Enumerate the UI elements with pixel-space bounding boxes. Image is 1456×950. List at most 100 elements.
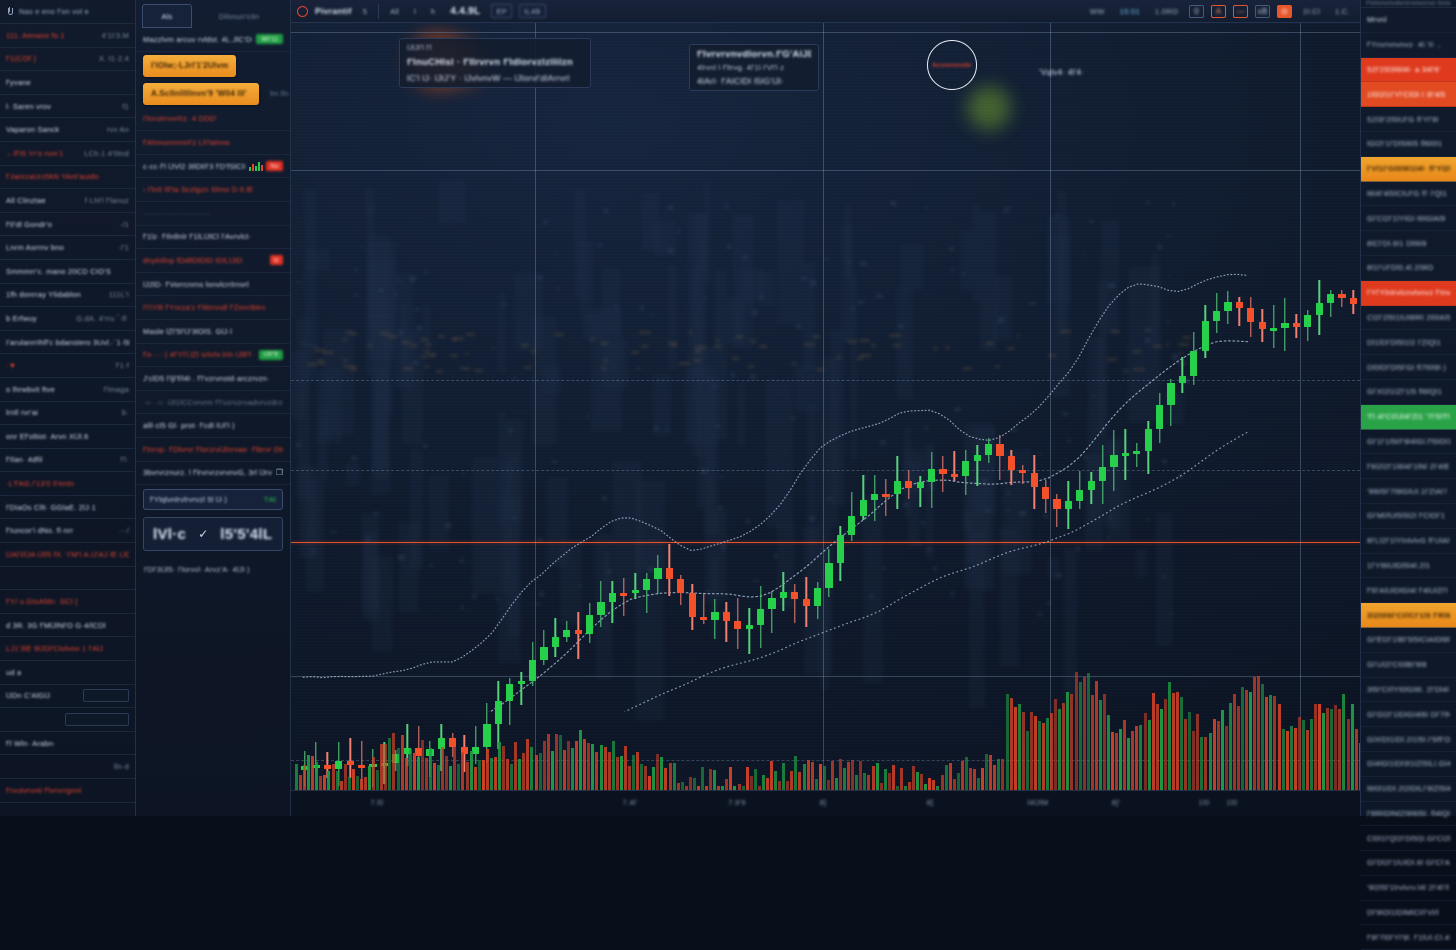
watchlist-row[interactable]: f'yvane [0, 71, 135, 95]
price-ladder-row[interactable]: 1l0l2l1l'Yl'ClOl·l 3l'4l5 [1361, 82, 1456, 108]
watchlist-row-input[interactable] [65, 713, 129, 727]
order-panel-row[interactable]: lJ2lD· f'Vorrcnrns lonvlcrrlrnvrl [136, 273, 290, 297]
price-ladder-row[interactable]: '9l2l5l'1lrvlvrv.l4l 2l'4l'/l· [1361, 876, 1456, 901]
price-ladder-row[interactable]: Gl'El2l'1lBl'5l5lClAlOl8l'4l l [1361, 628, 1456, 653]
watchlist-row[interactable]: f'Ilan· 4dfil f'l· [0, 449, 135, 473]
watchlist-row[interactable]: 111. Aenano fo.1 4'1t'3.M [0, 24, 135, 48]
price-ladder-row[interactable]: l'Yl'Ylnlrvlcnvlvnvz f'Invnvrnl 4l'Yl9lN… [1361, 280, 1456, 306]
interval-1-button[interactable]: All [390, 6, 400, 16]
price-ladder-row[interactable]: 'f'l·4l'Cl/lJl4l'Zl1 '7l'5l'f'l2 x l'Dl5… [1361, 404, 1456, 430]
watchlist-row[interactable]: Lnrm Asrrnv bno ·/'1 [0, 236, 135, 260]
price-ladder-row[interactable]: GlXlDl1lDl.2l1l5l.l'5lfl'Ol1 [1361, 727, 1456, 752]
order-panel-row[interactable]: J'clD5 l'ljl'f/l4l·. f'l'vzrvnstd·arczrv… [136, 367, 290, 391]
price-ladder-row[interactable]: Dl1lDl'Dl5l1l2 l'ZlQl1 [1361, 330, 1456, 356]
indicators-icon[interactable]: IL4B [519, 4, 546, 18]
watchlist-row[interactable]: LJ1'3lE 9lJDl'Clolvoo 1 l'AlJ [0, 637, 135, 662]
price-ladder-row[interactable]: '9l6l5l'7l9lGlUl.1l'ZlAl'/ [1361, 479, 1456, 504]
order-panel-row[interactable]: alll·cl5 Gl· prot· f'cdl·lUl'l·) [136, 414, 290, 438]
watchlist-row[interactable]: f'l Wln· Arabn· [0, 732, 135, 756]
tool-a-button[interactable]: WW [1089, 6, 1105, 16]
watchlist-row[interactable]: f'rvutvrvnti f'lvrvrrgnnl [0, 779, 135, 803]
record-icon[interactable]: ⊙ [1277, 4, 1293, 18]
order-panel-row[interactable]: f'o·····) 4l'Yl'l.lZl srlchr.lrln lJlll'… [136, 344, 290, 368]
price-ladder-row[interactable]: Gl'Cl2l'1lYlGl·l6lGlAl9 [1361, 206, 1456, 232]
price-ladder-row[interactable]: f'6l2l2l'1l6l4l'1lNl 2l'4lEl2l· [1361, 454, 1456, 480]
price-ladder-row[interactable]: Dl0lDl'Dl5l'Gl fl7l0l9l·) [1361, 355, 1456, 380]
copy-icon[interactable]: ❐ [275, 468, 283, 478]
buy-button[interactable]: I'lOlw;·LJrl'1'2Ulvm [143, 54, 236, 77]
summary-box[interactable]: lVl·c ✓ l5'5'4lL [143, 517, 283, 552]
tool-i-button[interactable]: 2I:Cl [1303, 6, 1321, 16]
tool-b-button[interactable]: 15:01 [1119, 6, 1140, 16]
interval-2-button[interactable]: l [414, 6, 416, 16]
watchlist-row[interactable]: Vaparon Sanck rvv An [0, 118, 135, 142]
order-panel-row[interactable]: l'l'IYlll f'Ynrza'z f'Ilitrnndl f'Zmrrlb… [136, 296, 290, 320]
order-panel-row[interactable]: I'lnrutrrvvrlrz· 4 DDD' [136, 108, 290, 132]
price-ladder-row[interactable]: l'9lRlDlNlZl9l6l5l. fl4lQl3l' [1361, 802, 1456, 827]
watchlist-row[interactable]: lln·d [0, 755, 135, 779]
watchlist-row[interactable]: onr Ef'oltiot· Arvn XlJl.6 [0, 425, 135, 449]
watchlist-row[interactable]: f'1(COf·] X. t1·2.4 [0, 48, 135, 72]
price-ladder-row[interactable]: Gl'Xl2l1lZl'1l5 fl6lQl1 [1361, 380, 1456, 405]
watchlist-row[interactable]: l· Saren vrov f1 [0, 95, 135, 119]
tool-c-button[interactable]: 1.0RO [1154, 6, 1179, 16]
price-ladder-row[interactable]: 3l2l0l6l'Cl/lCl'1l5 f'Rl6l4l 'Yl'9lWl [1361, 603, 1456, 628]
watchlist-row[interactable]: f'JanrzaUrzfAN YAnt'auido· [0, 166, 135, 190]
tab-positions[interactable]: Dilsnun'citn [194, 4, 284, 28]
alert-icon[interactable]: 0 [1189, 4, 1205, 18]
watchlist-row[interactable]: ·▼ f'1·f [0, 354, 135, 378]
price-ladder-row[interactable]: Gl4lGl1lDl3l1lZl5lLl.Gl4lZl1l .l4l [1361, 752, 1456, 777]
order-panel-row[interactable]: f'lnrvp· f'Dlvrvr f'lorzrvlJlnrvae· f'lb… [136, 438, 290, 462]
order-panel-row[interactable]: ‹ l'ln0 Ill'ta Sczlgzn Slrno D·lt.lE [136, 178, 290, 202]
watchlist-row[interactable]: 1fh donrray Ylidablon 111L'I [0, 284, 135, 308]
price-ladder-row[interactable]: f'9l'7l0l'Yl'9l. f'1lUl.Cl.4l'8lYl [1361, 925, 1456, 950]
watchlist-row[interactable]: Smmmrr'c. mano 20CD CIO'S [0, 260, 135, 284]
price-ladder-row[interactable]: Gl'1l'1l5l/l'9l4lGl.f'l5lDl1 [1361, 430, 1456, 455]
price-ladder-row[interactable]: 52l'25l3l6l4l· a 34l'6' [1361, 57, 1456, 83]
interval-badge[interactable]: 5 [362, 6, 368, 16]
watchlist-row[interactable]: f'Iuncor'i dNo. fl·nrr ···/ [0, 519, 135, 544]
watchlist-row[interactable]: l'DIaOs Cllt· GGlaE. 2lJ·1 [0, 496, 135, 520]
order-panel-row[interactable]: ························· [136, 202, 290, 226]
warning-icon[interactable]: A [1211, 4, 1227, 18]
watchlist-row[interactable] [0, 708, 135, 732]
price-ladder-row[interactable]: 8lCl'Dl.6l1 Dll6l9 [1361, 231, 1456, 256]
chart-legend-secondary[interactable]: f'Ivrvrvnvdlorvn.f'G'AlJD 4lrvnl l·f'ltr… [689, 44, 819, 91]
price-ladder-row[interactable]: Cl2l'2l5l1lUl8lRl 2l0lAl5l'1 [1361, 306, 1456, 331]
price-ladder-row[interactable]: 1l'Yl6lUlDl5l4l.2l1 [1361, 554, 1456, 579]
price-ladder-row[interactable]: Cl0l1l'Ql2l'Dl5l)l.Gl'Cl2l4l [1361, 826, 1456, 852]
watchlist-row[interactable]: d 3R. 3G f'MlJlNl'O G·4/lCDl [0, 614, 135, 638]
order-panel-row[interactable]: ·○· ·○· lJl1lCCnrvrm f'l'vzrvzrvadvrvzdr… [136, 391, 290, 415]
price-ladder-row[interactable]: Gl'Gl2l'1lDlGl4l6l Dl'7lNl [1361, 702, 1456, 728]
sell-button[interactable]: A.Scllnlllllnvn'9 'Wll4 lll' [143, 82, 259, 105]
order-panel-row[interactable]: f'Alnnunnnnnl'z LlI'lalnno [136, 131, 290, 155]
price-ladder-row[interactable]: 8l1l'Ul'Dl0.4l.2l9lO [1361, 256, 1456, 281]
price-ladder-row[interactable]: lGl2l'1l'Dl5l6l5 fl6l0l1 [1361, 132, 1456, 157]
price-ladder-row[interactable]: l6l4l'4l5lClUl'G fl'·l'Ql1 [1361, 182, 1456, 207]
price-ladder-row[interactable]: Mrvnl [1361, 8, 1456, 33]
order-panel-row[interactable]: Masle lZl'5l'lJ'3lOlS. GlJ·l [136, 320, 290, 344]
order-panel-row[interactable]: 3bvrvrznurz. l f'lrvrvrzvrvnvG, 3rl lJrv… [136, 462, 290, 486]
order-panel-row[interactable]: c·cc·f'l lJVl2 3llDl/l'3 f'D'fSlClDllE Nz [136, 155, 290, 179]
watchlist-row[interactable]: ud a [0, 661, 135, 685]
watchlist-row[interactable]: lJAl'l/lJA lJll5 fX. 'I'M'I A.lJ'AJ lE L… [0, 543, 135, 567]
watchlist-row[interactable]: o lhrwbvit ftve f'lmaga [0, 378, 135, 402]
price-ladder-row[interactable]: Dl'9lOl1lDlMlCl/l'Vl/l [1361, 901, 1456, 926]
annotation-circle[interactable]: Acvsvsnvbr [927, 40, 977, 90]
watchlist-row[interactable]: f'tl'dl Gondr'o ·/1 [0, 213, 135, 237]
chart-type-icon[interactable]: EP [491, 4, 513, 18]
layout-icon[interactable]: xB [1255, 4, 1271, 18]
price-ladder-row[interactable]: f'5l'AlUlDlGl4l f'4lUlZl'l [1361, 578, 1456, 604]
chart-legend-primary[interactable]: lJlJl'l l'l f'lnuCHlsl · f'Ilrvrvn f'Idl… [399, 38, 591, 88]
price-ladder-row[interactable]: Gl'Ml/lUl5l5l2l f'ClOl'1 [1361, 504, 1456, 529]
watchlist-row[interactable]: I'arulanrrihlf'c bdanstero 3Uvl.·´1·l9L [0, 331, 135, 355]
price-ladder-row[interactable]: 3l5l'Cl/lYl0lGl6l. 2l'Dl4l· l5C [1361, 678, 1456, 703]
quantity-field[interactable]: f'Ylqlvnlrvlrvrvzl 5l lJ·) 'l'Al [143, 489, 283, 511]
watchlist-row[interactable]: ←lf'I5 Yr'o rvm'1 LCh.1 4'0tnd [0, 142, 135, 166]
watchlist-row-input[interactable] [83, 689, 129, 703]
order-panel-row[interactable]: dnylnllnp fDdllDlDlD lDlLlJlD lz [136, 249, 290, 273]
interval-3-button[interactable]: h [430, 6, 436, 16]
price-ladder-row[interactable]: 52l3l'2l5lUl'G fl'Yl'9l [1361, 107, 1456, 132]
